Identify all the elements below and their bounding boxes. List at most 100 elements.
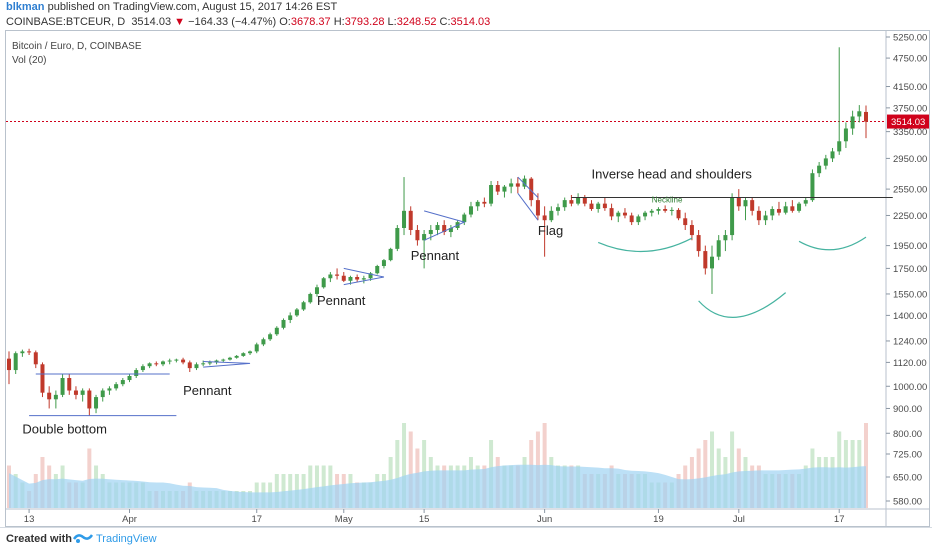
price-tick-label: 1400.00 [893, 311, 927, 322]
candle-body [73, 390, 78, 395]
candle-body [562, 200, 567, 208]
candle-body [167, 360, 172, 362]
candle-body [33, 352, 38, 365]
candle-body [556, 207, 561, 211]
candle-body [355, 276, 360, 280]
candle-body [582, 197, 587, 204]
candle-body [147, 363, 152, 367]
volume-bar [308, 465, 313, 508]
time-tick-label: 17 [251, 514, 262, 525]
candle-body [716, 240, 721, 257]
candle-body [723, 235, 728, 241]
candle-body [120, 380, 125, 385]
flag-pole-line [517, 176, 539, 198]
candle-body [415, 229, 420, 241]
candle-body [314, 287, 319, 294]
close-label: C: [439, 16, 451, 28]
candle-body [194, 364, 199, 369]
price-tick-label: 4750.00 [893, 54, 927, 65]
candle-body [569, 200, 574, 204]
candle-body [857, 111, 862, 117]
candle-body [696, 235, 701, 252]
candle-body [227, 357, 232, 360]
candle-body [361, 278, 366, 280]
candle-body [549, 210, 554, 221]
candle-body [207, 362, 212, 364]
tradingview-brand-link[interactable]: TradingView [96, 533, 157, 545]
symbol-label: COINBASE:BTCEUR, D [6, 16, 126, 28]
candle-body [663, 209, 668, 211]
candle-body [174, 359, 179, 361]
candle-body [442, 225, 447, 233]
time-tick-label: 13 [24, 514, 35, 525]
chart-frame[interactable]: 5250.00 4750.00 4150.00 3750.00 3350.00 2950.… [5, 30, 930, 527]
candle-body [515, 183, 520, 187]
price-tick-label: 1950.00 [893, 241, 927, 252]
volume-bar [402, 423, 407, 508]
candle-body [375, 266, 380, 274]
candle-body [622, 212, 627, 216]
time-tick-label: 17 [834, 514, 845, 525]
pennant-2-lines [343, 267, 385, 286]
candle-body [234, 355, 239, 358]
candle-body [308, 293, 313, 303]
candle-body [422, 234, 427, 241]
pennant-label-3: Pennant [411, 248, 460, 263]
candle-body [736, 197, 741, 207]
candle-body [388, 248, 393, 261]
candle-body [274, 327, 279, 335]
high-label: H: [333, 16, 345, 28]
candle-body [602, 203, 607, 209]
price-chart[interactable]: 5250.00 4750.00 4150.00 3750.00 3350.00 2950.… [6, 31, 929, 526]
candle-body [402, 210, 407, 228]
candle-body [850, 116, 855, 129]
candle-body [797, 203, 802, 211]
candle-body [134, 370, 139, 376]
candle-body [281, 319, 286, 328]
price-tick-label: 650.00 [893, 473, 922, 484]
head-curve [698, 292, 787, 318]
candle-body [656, 209, 661, 211]
volume-bar [864, 423, 868, 508]
candle-body [80, 390, 85, 395]
candle-body [462, 214, 467, 223]
candle-body [703, 251, 708, 269]
candle-body [830, 151, 835, 159]
candle-body [140, 366, 145, 371]
candle-body [542, 215, 547, 221]
candle-body [7, 358, 11, 371]
tradingview-logo-icon[interactable] [72, 531, 94, 545]
candle-body [53, 394, 58, 400]
candle-body [529, 178, 534, 201]
created-with-label: Created with [6, 533, 73, 545]
candle-body [636, 216, 641, 223]
candle-body [13, 353, 18, 371]
candle-body [616, 212, 621, 217]
price-tick-label: 3350.00 [893, 127, 927, 138]
candle-body [710, 256, 715, 269]
candle-body [596, 203, 601, 210]
candle-body [248, 351, 253, 354]
price-tick-label: 2950.00 [893, 154, 927, 165]
price-tick-label: 3750.00 [893, 103, 927, 114]
candle-body [502, 186, 507, 192]
chart-header: blkman published on TradingView.com, Aug… [0, 0, 932, 30]
pennant-3-lines [423, 210, 466, 241]
candle-body [241, 353, 246, 356]
high-value: 3793.28 [344, 16, 385, 28]
pennant-1-lines [203, 360, 251, 368]
candle-body [482, 201, 487, 204]
candle-body [495, 185, 500, 192]
candle-body [27, 351, 32, 353]
candle-body [743, 200, 748, 207]
author-link[interactable]: blkman [6, 1, 45, 13]
low-value: 3248.52 [396, 16, 437, 28]
candle-body [160, 361, 165, 365]
candle-body [770, 209, 775, 216]
inverse-head-shoulders-label: Inverse head and shoulders [591, 167, 752, 182]
open-label: O: [279, 16, 291, 28]
candle-body [676, 209, 681, 219]
price-tick-label: 1550.00 [893, 289, 927, 300]
candle-body [843, 128, 848, 142]
time-tick-label: Jul [733, 514, 745, 525]
